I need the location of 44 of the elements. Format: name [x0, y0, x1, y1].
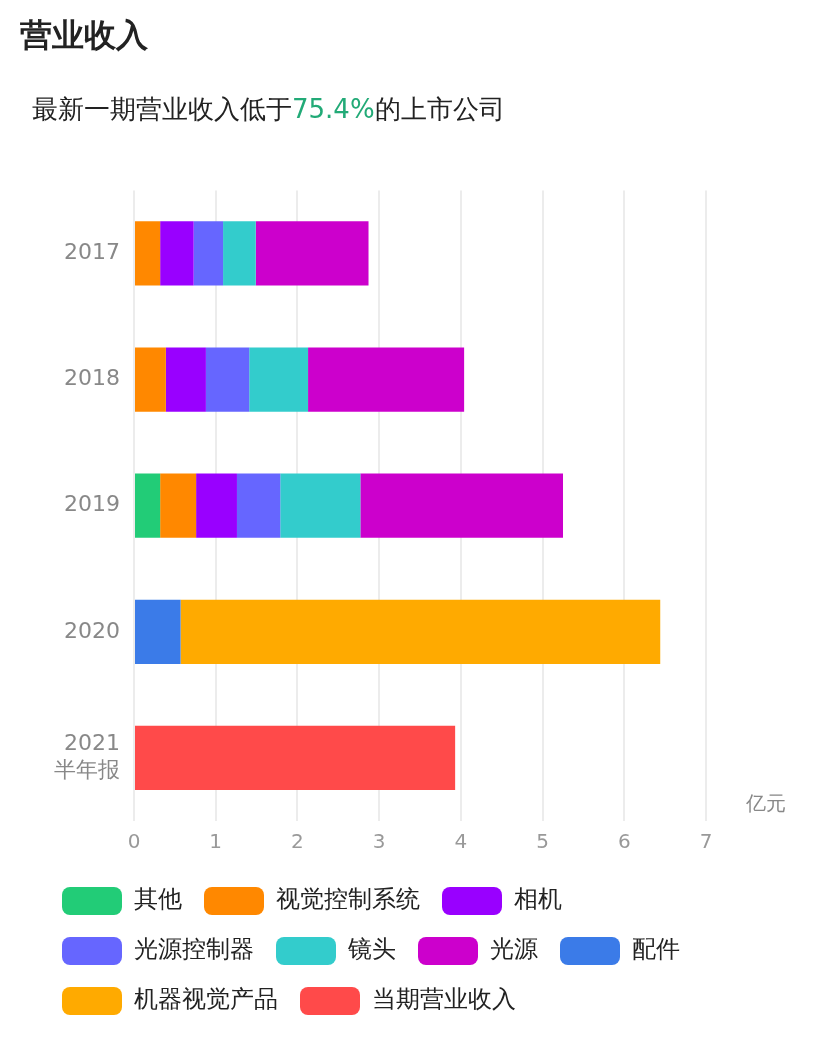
bar [308, 347, 465, 412]
bar [160, 221, 194, 286]
bar [160, 473, 197, 538]
x-tick-label: 3 [372, 829, 386, 854]
x-axis-title: 亿元 [745, 791, 786, 816]
bar [180, 599, 661, 664]
x-tick-label: 4 [454, 829, 468, 854]
bar [196, 473, 237, 538]
x-tick-label: 5 [536, 829, 549, 854]
bar [135, 221, 161, 286]
bar [135, 473, 161, 538]
y-tick-label: 2020 [64, 617, 120, 643]
x-tick-label: 0 [127, 829, 141, 854]
bar [236, 473, 281, 538]
y-tick-label: 2017 [64, 239, 120, 265]
bar [135, 599, 181, 664]
x-tick-label: 2 [291, 829, 304, 854]
legend-label: 视觉控制系统 [276, 885, 420, 914]
chart-title: 营业收入 [20, 15, 148, 56]
legend-label: 相机 [514, 885, 562, 914]
bar [205, 347, 250, 412]
bar [249, 347, 309, 412]
bar [360, 473, 563, 538]
bar [165, 347, 206, 412]
bar [193, 221, 224, 286]
x-tick-label: 7 [699, 829, 713, 854]
x-tick-label: 1 [209, 829, 223, 854]
x-tick-label: 6 [617, 829, 631, 854]
bar [135, 725, 456, 791]
legend-label: 光源控制器 [134, 935, 254, 964]
legend-label: 当期营业收入 [372, 985, 516, 1014]
bar [255, 221, 369, 286]
chart-subtitle: 最新一期营业收入低于75.4%的上市公司 [32, 93, 505, 126]
bar [280, 473, 361, 538]
legend-label: 机器视觉产品 [134, 985, 278, 1014]
legend-label: 其他 [134, 885, 182, 914]
legend-label: 镜头 [347, 935, 396, 964]
y-tick-label: 2018 [64, 365, 120, 391]
legend-label: 配件 [632, 935, 680, 964]
y-tick-label: 2019 [64, 491, 120, 517]
bar [135, 347, 166, 412]
legend-label: 光源 [490, 935, 538, 964]
bar [223, 221, 256, 286]
y-tick-label: 2021 半年报 [54, 730, 120, 782]
